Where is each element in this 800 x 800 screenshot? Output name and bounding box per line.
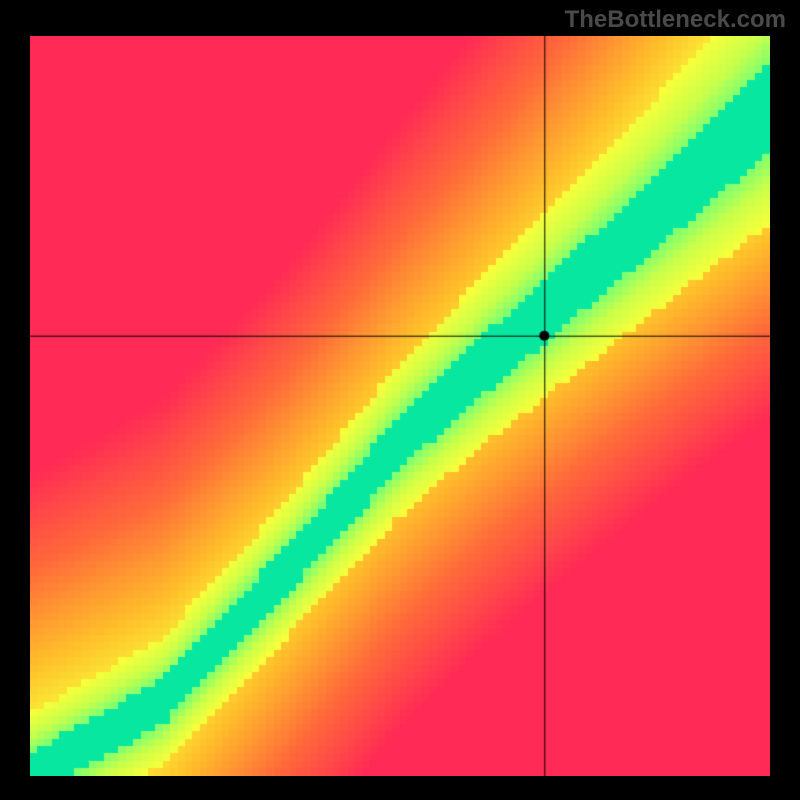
heatmap-canvas: [30, 36, 770, 776]
bottleneck-heatmap: [30, 36, 770, 776]
watermark-text: TheBottleneck.com: [565, 6, 786, 34]
